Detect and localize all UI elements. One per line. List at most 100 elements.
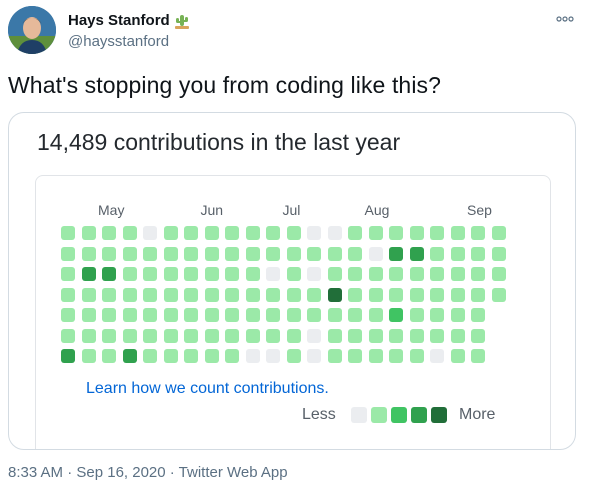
- contribution-cell[interactable]: [184, 308, 198, 322]
- contribution-cell[interactable]: [163, 308, 178, 322]
- contribution-cell[interactable]: [286, 349, 301, 363]
- contribution-cell[interactable]: [102, 267, 116, 281]
- contribution-cell[interactable]: [225, 308, 239, 322]
- contribution-cell[interactable]: [389, 328, 403, 343]
- contribution-cell[interactable]: [307, 349, 321, 363]
- contribution-cell[interactable]: [348, 226, 362, 240]
- contribution-cell[interactable]: [266, 287, 280, 302]
- contribution-cell[interactable]: [327, 349, 342, 363]
- contribution-cell[interactable]: [307, 308, 321, 322]
- contribution-cell[interactable]: [122, 246, 137, 261]
- contribution-cell[interactable]: [102, 246, 116, 261]
- contribution-cell[interactable]: [368, 308, 383, 322]
- contribution-cell[interactable]: [61, 287, 75, 302]
- contribution-cell[interactable]: [225, 287, 239, 302]
- contribution-cell[interactable]: [266, 349, 280, 363]
- contribution-cell[interactable]: [81, 226, 96, 240]
- contribution-cell[interactable]: [61, 328, 75, 343]
- contribution-cell[interactable]: [409, 267, 424, 281]
- contribution-cell[interactable]: [81, 308, 96, 322]
- contribution-cell[interactable]: [307, 328, 321, 343]
- contribution-cell[interactable]: [450, 349, 465, 363]
- contribution-cell[interactable]: [471, 267, 485, 281]
- contribution-cell[interactable]: [286, 308, 301, 322]
- contribution-cell[interactable]: [389, 267, 403, 281]
- contribution-cell[interactable]: [245, 226, 260, 240]
- contribution-cell[interactable]: [204, 349, 219, 363]
- contribution-cell[interactable]: [491, 226, 506, 240]
- contribution-cell[interactable]: [348, 349, 362, 363]
- contribution-cell[interactable]: [184, 287, 198, 302]
- contribution-cell[interactable]: [389, 308, 403, 322]
- contribution-cell[interactable]: [450, 226, 465, 240]
- contribution-cell[interactable]: [122, 267, 137, 281]
- contribution-cell[interactable]: [327, 226, 342, 240]
- contribution-cell[interactable]: [204, 287, 219, 302]
- contribution-cell[interactable]: [122, 349, 137, 363]
- contribution-cell[interactable]: [143, 287, 157, 302]
- contribution-cell[interactable]: [143, 267, 157, 281]
- contribution-cell[interactable]: [409, 226, 424, 240]
- contribution-cell[interactable]: [204, 267, 219, 281]
- contribution-cell[interactable]: [81, 328, 96, 343]
- contribution-cell[interactable]: [225, 328, 239, 343]
- contribution-cell[interactable]: [102, 328, 116, 343]
- contribution-cell[interactable]: [102, 308, 116, 322]
- contribution-cell[interactable]: [307, 287, 321, 302]
- contribution-cell[interactable]: [286, 328, 301, 343]
- contribution-cell[interactable]: [286, 287, 301, 302]
- contribution-cell[interactable]: [245, 308, 260, 322]
- contribution-cell[interactable]: [430, 308, 444, 322]
- contribution-cell[interactable]: [307, 226, 321, 240]
- contribution-cell[interactable]: [122, 287, 137, 302]
- contribution-cell[interactable]: [348, 246, 362, 261]
- contribution-cell[interactable]: [225, 246, 239, 261]
- more-options-icon[interactable]: [556, 14, 574, 24]
- contribution-cell[interactable]: [409, 328, 424, 343]
- contribution-cell[interactable]: [163, 287, 178, 302]
- contribution-cell[interactable]: [286, 246, 301, 261]
- contribution-cell[interactable]: [368, 349, 383, 363]
- contribution-cell[interactable]: [327, 246, 342, 261]
- contribution-cell[interactable]: [450, 287, 465, 302]
- contribution-cell[interactable]: [368, 287, 383, 302]
- contribution-cell[interactable]: [61, 349, 75, 363]
- contribution-cell[interactable]: [368, 226, 383, 240]
- contribution-cell[interactable]: [430, 267, 444, 281]
- contribution-cell[interactable]: [122, 328, 137, 343]
- contribution-cell[interactable]: [266, 226, 280, 240]
- contribution-cell[interactable]: [348, 267, 362, 281]
- contribution-cell[interactable]: [225, 349, 239, 363]
- contribution-cell[interactable]: [409, 287, 424, 302]
- contribution-cell[interactable]: [102, 287, 116, 302]
- contribution-cell[interactable]: [286, 267, 301, 281]
- image-card[interactable]: 14,489 contributions in the last year Ma…: [8, 112, 576, 450]
- contribution-cell[interactable]: [430, 246, 444, 261]
- contribution-cell[interactable]: [61, 267, 75, 281]
- contribution-cell[interactable]: [163, 349, 178, 363]
- contribution-cell[interactable]: [430, 287, 444, 302]
- contribution-cell[interactable]: [368, 267, 383, 281]
- contribution-cell[interactable]: [471, 308, 485, 322]
- contribution-cell[interactable]: [327, 308, 342, 322]
- contribution-cell[interactable]: [430, 226, 444, 240]
- contribution-cell[interactable]: [61, 246, 75, 261]
- contribution-cell[interactable]: [491, 287, 506, 302]
- contribution-cell[interactable]: [81, 349, 96, 363]
- contribution-cell[interactable]: [450, 246, 465, 261]
- author-handle[interactable]: @haysstanford: [68, 33, 170, 50]
- contribution-cell[interactable]: [368, 328, 383, 343]
- contribution-cell[interactable]: [184, 349, 198, 363]
- contribution-cell[interactable]: [327, 287, 342, 302]
- contribution-cell[interactable]: [491, 267, 506, 281]
- contribution-cell[interactable]: [409, 308, 424, 322]
- contribution-cell[interactable]: [204, 328, 219, 343]
- contribution-cell[interactable]: [450, 308, 465, 322]
- contribution-cell[interactable]: [225, 226, 239, 240]
- author-display-name[interactable]: Hays Stanford: [68, 12, 170, 29]
- contribution-cell[interactable]: [471, 349, 485, 363]
- contribution-cell[interactable]: [204, 226, 219, 240]
- contribution-cell[interactable]: [204, 246, 219, 261]
- contribution-cell[interactable]: [245, 246, 260, 261]
- contribution-cell[interactable]: [266, 308, 280, 322]
